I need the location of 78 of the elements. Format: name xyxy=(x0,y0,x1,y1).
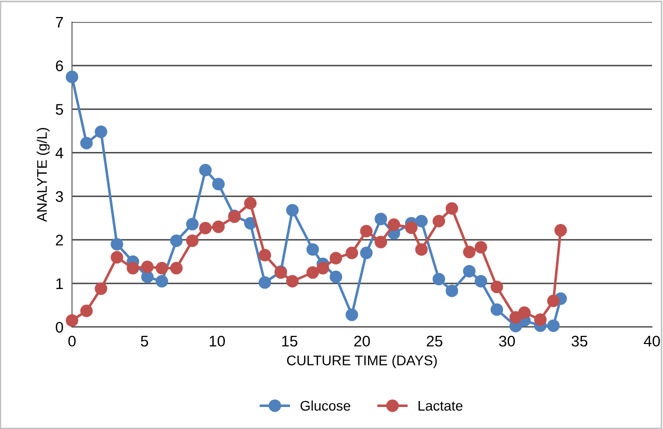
point xyxy=(554,224,567,237)
x-tick-label: 30 xyxy=(499,336,515,347)
point xyxy=(346,308,358,322)
point xyxy=(346,246,358,260)
point xyxy=(360,224,373,238)
point xyxy=(547,294,560,308)
y-tick-label: 7 xyxy=(56,17,63,28)
point xyxy=(199,164,212,176)
point xyxy=(80,136,93,150)
point xyxy=(94,126,108,138)
point xyxy=(286,204,299,216)
point xyxy=(518,306,531,319)
point xyxy=(415,243,428,256)
point xyxy=(170,234,183,247)
y-tick-label: 4 xyxy=(56,148,64,158)
point xyxy=(66,70,78,84)
point xyxy=(474,241,488,254)
point xyxy=(170,262,183,274)
point xyxy=(360,246,373,260)
y-tick-label: 6 xyxy=(56,60,63,72)
point xyxy=(110,238,124,250)
point xyxy=(126,262,140,274)
point xyxy=(66,314,78,327)
y-axis-title: ANALYTE (g/L) xyxy=(36,128,50,222)
point xyxy=(186,218,199,230)
point xyxy=(199,222,212,234)
point xyxy=(156,275,168,288)
y-tick-label: 2 xyxy=(56,234,63,246)
x-tick-label: 20 xyxy=(354,336,370,347)
x-tick-label: 25 xyxy=(426,336,442,347)
point xyxy=(212,178,225,190)
point xyxy=(186,234,199,247)
point xyxy=(258,276,272,289)
x-tick-label: 5 xyxy=(140,336,148,347)
point xyxy=(80,304,93,318)
y-tick-label: 5 xyxy=(56,104,64,115)
point xyxy=(141,260,154,274)
point xyxy=(316,262,330,274)
point xyxy=(432,214,446,228)
point xyxy=(141,270,154,284)
point xyxy=(156,262,168,274)
x-tick-label: 10 xyxy=(210,336,225,347)
point xyxy=(547,319,560,332)
point xyxy=(415,214,428,228)
point xyxy=(374,212,388,226)
point xyxy=(534,313,547,326)
point xyxy=(286,275,299,288)
point xyxy=(374,236,388,248)
point xyxy=(432,272,446,286)
point xyxy=(244,197,257,210)
point xyxy=(110,251,124,264)
point xyxy=(330,270,342,284)
x-tick-label: 15 xyxy=(282,336,298,347)
y-tick-label: 1 xyxy=(56,278,63,289)
legend-label: Glucose xyxy=(300,400,350,411)
point xyxy=(405,221,418,234)
point xyxy=(474,275,488,288)
point xyxy=(463,264,476,278)
point xyxy=(94,282,108,295)
point xyxy=(446,284,458,298)
x-tick-label: 40 xyxy=(644,336,660,347)
point xyxy=(463,246,476,258)
x-tick-label: 35 xyxy=(572,336,588,347)
x-tick-label: 0 xyxy=(68,336,76,347)
point xyxy=(388,218,400,231)
point xyxy=(306,243,319,256)
point xyxy=(212,220,225,234)
point xyxy=(490,303,504,316)
point xyxy=(306,266,319,279)
point xyxy=(490,280,504,294)
point xyxy=(446,202,458,215)
x-axis-title: CULTURE TIME (DAYS) xyxy=(287,355,437,368)
point xyxy=(244,217,257,230)
y-tick-label: 0 xyxy=(56,322,64,333)
point xyxy=(258,248,272,262)
point xyxy=(330,252,342,264)
y-tick-label: 3 xyxy=(56,191,63,202)
legend-label: Lactate xyxy=(418,401,462,411)
